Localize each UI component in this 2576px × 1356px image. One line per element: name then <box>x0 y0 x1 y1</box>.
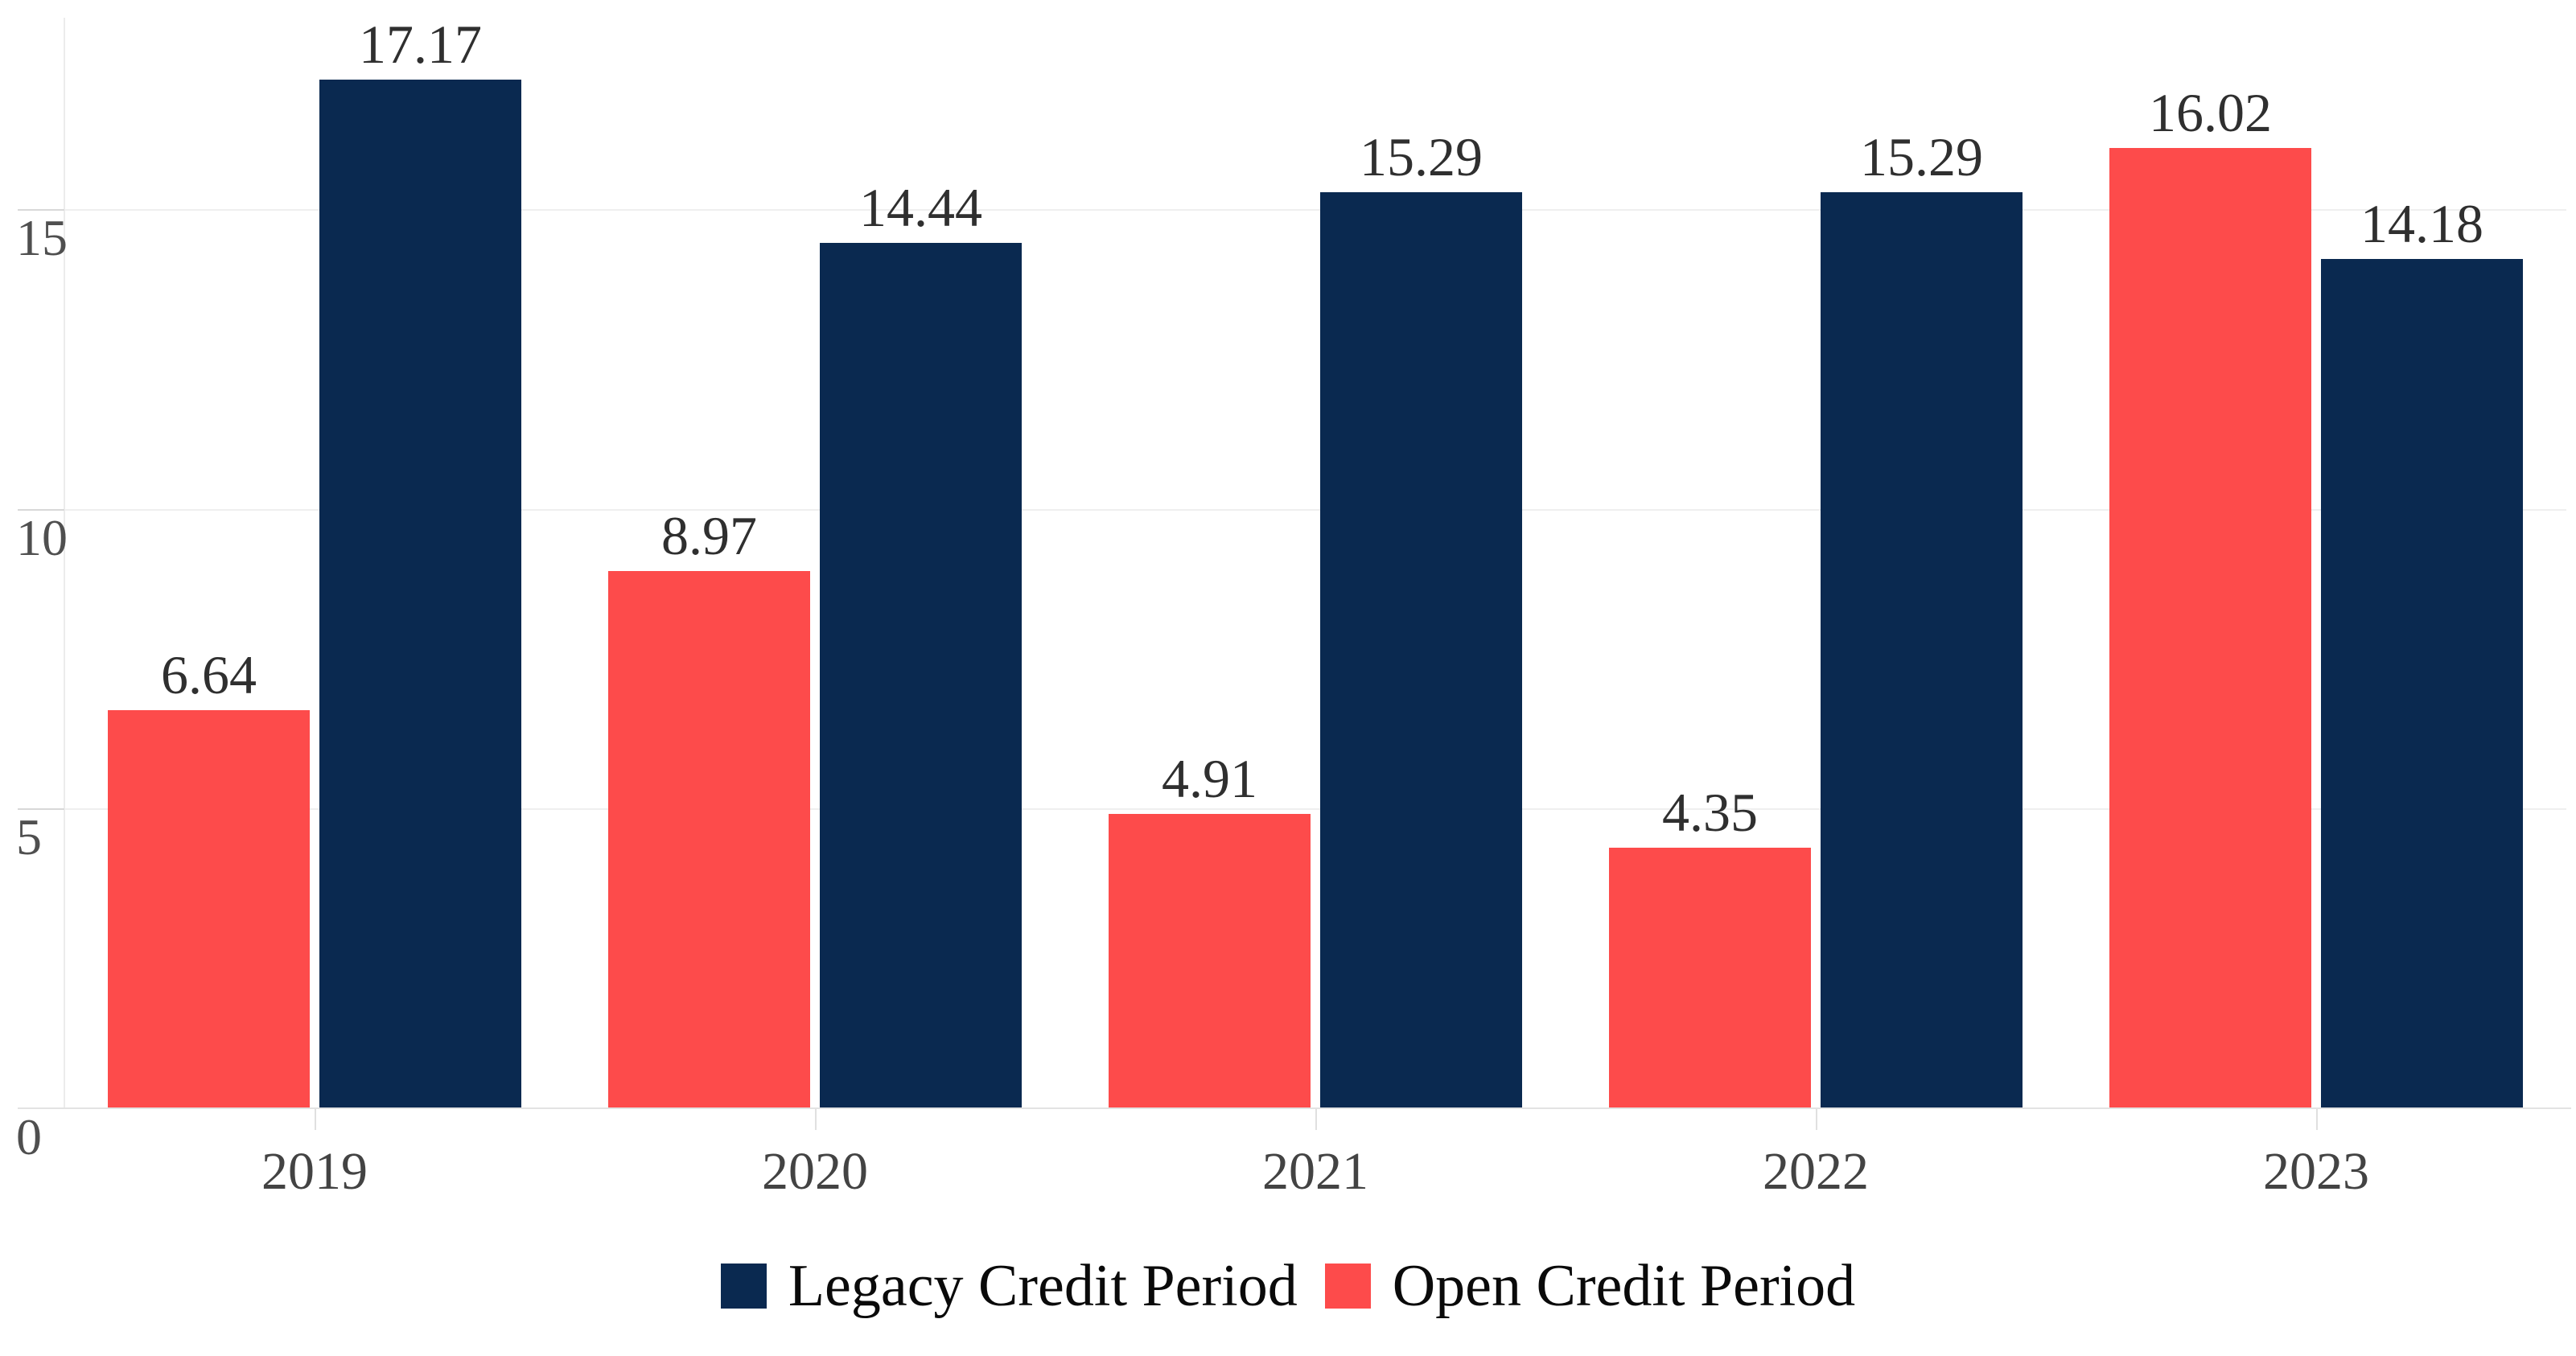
bar-value-label: 4.91 <box>1162 748 1257 810</box>
bar-value-label: 6.64 <box>161 644 257 706</box>
y-tick-label-15: 15 <box>16 209 68 267</box>
bar-open-credit-period-2020[interactable]: 8.97 <box>608 508 810 1108</box>
x-axis-line <box>18 1107 2571 1109</box>
x-axis-label-2019: 2019 <box>64 1109 565 1201</box>
bar-group-2021: 4.91 15.29 <box>1065 18 1566 1108</box>
legend-label: Open Credit Period <box>1392 1253 1856 1319</box>
bar-legacy-credit-period-2019[interactable]: 17.17 <box>319 17 521 1108</box>
bar-legacy-credit-period-2020[interactable]: 14.44 <box>820 180 1022 1108</box>
bar-legacy-credit-period-2022[interactable]: 15.29 <box>1821 129 2023 1108</box>
y-tick-label-0: 0 <box>16 1108 42 1165</box>
y-axis-line <box>64 18 65 1108</box>
legend-swatch-icon <box>1324 1264 1371 1309</box>
bar-legacy-credit-period-2021[interactable]: 15.29 <box>1320 129 1522 1108</box>
x-axis-label-2023: 2023 <box>2066 1109 2566 1201</box>
gridline-y-5 <box>64 808 2566 811</box>
x-axis-label-text: 2019 <box>261 1142 368 1201</box>
legend: Legacy Credit Period Open Credit Period <box>0 1256 2576 1316</box>
bar-open-credit-period-2022[interactable]: 4.35 <box>1609 785 1811 1108</box>
x-axis-label-2021: 2021 <box>1065 1109 1566 1201</box>
x-axis-label-2022: 2022 <box>1566 1109 2066 1201</box>
bar-open-credit-period-2019[interactable]: 6.64 <box>108 647 310 1108</box>
x-axis-label-text: 2020 <box>762 1142 868 1201</box>
gridline-y-15 <box>64 209 2566 212</box>
gridline-y-10 <box>64 508 2566 511</box>
y-tick-mark-15 <box>18 209 64 212</box>
bar-value-label: 8.97 <box>661 504 757 566</box>
x-axis-label-2020: 2020 <box>565 1109 1065 1201</box>
x-tick-mark-2022 <box>1816 1109 1817 1130</box>
bar-value-label: 15.29 <box>1360 125 1483 187</box>
legend-label: Legacy Credit Period <box>788 1253 1298 1319</box>
x-axis-label-text: 2021 <box>1262 1142 1368 1201</box>
bar-value-label: 4.35 <box>1662 781 1758 843</box>
x-tick-mark-2020 <box>815 1109 817 1130</box>
legend-swatch-icon <box>720 1264 767 1309</box>
legend-item-open-credit-period[interactable]: Open Credit Period <box>1324 1253 1856 1319</box>
x-tick-mark-2019 <box>315 1109 316 1130</box>
x-tick-mark-2021 <box>1315 1109 1317 1130</box>
x-axis-label-text: 2022 <box>1763 1142 1869 1201</box>
bar-group-2022: 4.35 15.29 <box>1566 18 2066 1108</box>
bar-open-credit-period-2021[interactable]: 4.91 <box>1109 751 1311 1108</box>
y-tick-mark-5 <box>18 808 64 811</box>
bar-value-label: 17.17 <box>359 13 482 75</box>
bar-open-credit-period-2023[interactable]: 16.02 <box>2109 85 2311 1108</box>
bar-group-2023: 16.02 14.18 <box>2066 18 2566 1108</box>
bar-group-2019: 6.64 17.17 <box>64 17 565 1108</box>
y-tick-label-5: 5 <box>16 808 42 866</box>
y-tick-mark-10 <box>18 508 64 511</box>
x-tick-mark-2023 <box>2316 1109 2318 1130</box>
x-axis-label-text: 2023 <box>2263 1142 2369 1201</box>
bar-value-label: 14.18 <box>2360 192 2483 254</box>
bar-value-label: 14.44 <box>859 177 982 239</box>
bar-legacy-credit-period-2023[interactable]: 14.18 <box>2321 196 2523 1108</box>
bar-value-label: 16.02 <box>2149 82 2272 144</box>
plot-area: 6.64 17.17 8.97 14.44 4.91 15.29 4.35 15.29 16.0… <box>18 17 2566 1108</box>
bar-value-label: 15.29 <box>1860 125 1983 187</box>
bar-groups: 6.64 17.17 8.97 14.44 4.91 15.29 4.35 15.29 16.0… <box>64 17 2566 1108</box>
bar-group-2020: 8.97 14.44 <box>565 18 1065 1108</box>
y-tick-label-10: 10 <box>16 508 68 566</box>
legend-item-legacy-credit-period[interactable]: Legacy Credit Period <box>720 1253 1298 1319</box>
x-axis-labels: 2019 2020 2021 2022 2023 <box>64 1109 2566 1201</box>
